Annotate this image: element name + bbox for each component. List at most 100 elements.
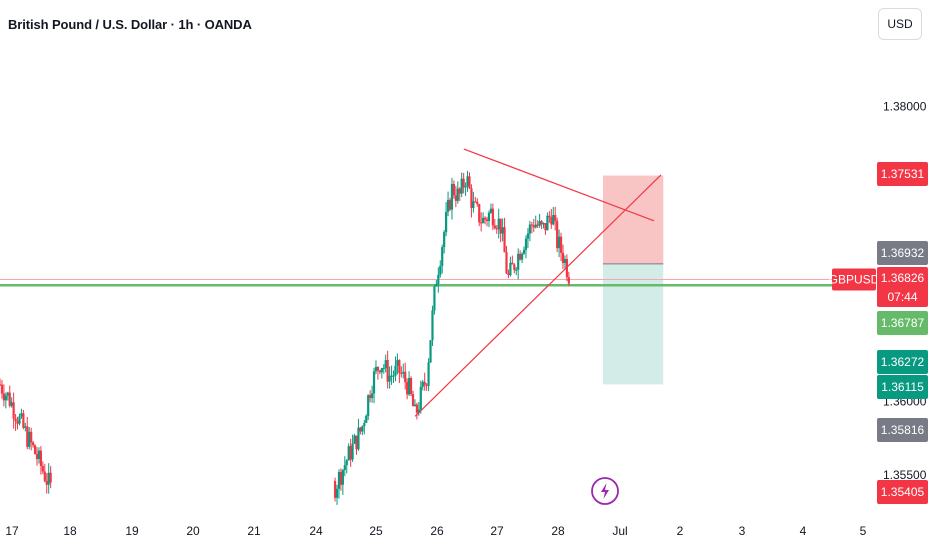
candle bbox=[485, 216, 489, 227]
price-tag bbox=[877, 350, 928, 374]
candle bbox=[423, 372, 426, 391]
candle bbox=[483, 216, 487, 225]
candle bbox=[532, 219, 535, 232]
candle bbox=[513, 263, 516, 274]
candle bbox=[396, 353, 399, 375]
candle bbox=[431, 305, 434, 346]
candle bbox=[32, 441, 35, 448]
candle bbox=[433, 285, 436, 315]
candle bbox=[333, 477, 337, 502]
candle bbox=[400, 366, 403, 378]
candle bbox=[337, 469, 341, 499]
candle bbox=[380, 367, 383, 379]
candle bbox=[18, 413, 21, 426]
x-tick-label: 18 bbox=[63, 524, 77, 538]
candle bbox=[552, 207, 555, 226]
candle bbox=[445, 202, 448, 237]
candle bbox=[388, 366, 391, 389]
candle bbox=[417, 401, 420, 416]
candle bbox=[540, 220, 543, 230]
candle bbox=[343, 456, 346, 477]
candle bbox=[476, 198, 479, 207]
candle bbox=[386, 350, 389, 389]
symbol-label: GBPUSD bbox=[829, 273, 880, 287]
take-profit-zone[interactable] bbox=[602, 263, 664, 385]
candle bbox=[382, 364, 385, 374]
candle bbox=[501, 218, 504, 242]
candle bbox=[454, 185, 457, 208]
candle bbox=[503, 217, 506, 253]
candle bbox=[419, 380, 422, 414]
candle bbox=[10, 397, 13, 408]
candle bbox=[499, 218, 502, 243]
candle bbox=[347, 443, 350, 461]
price-tag-label: 1.36272 bbox=[881, 355, 925, 369]
candle bbox=[0, 378, 2, 386]
lightning-icon[interactable] bbox=[591, 477, 619, 505]
candle bbox=[534, 215, 537, 229]
candle bbox=[443, 229, 446, 254]
symbol-tag bbox=[832, 268, 876, 291]
candle bbox=[367, 394, 370, 421]
candle bbox=[441, 244, 444, 274]
price-tag bbox=[877, 162, 928, 186]
countdown-label: 07:44 bbox=[887, 290, 917, 304]
trendline-1[interactable] bbox=[414, 174, 662, 417]
trendline-0[interactable] bbox=[463, 148, 655, 222]
candle bbox=[435, 279, 438, 287]
candle bbox=[359, 427, 362, 435]
x-tick-label: Jul bbox=[612, 524, 627, 538]
candle bbox=[376, 366, 380, 380]
candle bbox=[411, 390, 415, 407]
candle bbox=[339, 468, 343, 491]
stop-loss-zone[interactable] bbox=[602, 175, 664, 264]
candle bbox=[491, 203, 494, 231]
candle bbox=[341, 469, 344, 495]
candle bbox=[49, 466, 52, 489]
candle bbox=[4, 392, 7, 409]
x-tick-label: 28 bbox=[551, 524, 565, 538]
currency-button[interactable]: USD bbox=[878, 8, 922, 40]
candle bbox=[517, 248, 520, 280]
candle bbox=[349, 438, 352, 467]
candle bbox=[390, 365, 393, 385]
candle bbox=[363, 419, 366, 435]
candle bbox=[398, 359, 401, 384]
candle bbox=[554, 206, 557, 231]
candle bbox=[37, 447, 41, 464]
candle bbox=[16, 416, 19, 430]
chart-title: British Pound / U.S. Dollar · 1h · OANDA bbox=[8, 17, 252, 32]
candle bbox=[558, 229, 561, 258]
candle bbox=[456, 181, 459, 204]
candle bbox=[45, 473, 48, 494]
price-tag bbox=[877, 241, 928, 265]
candle bbox=[464, 182, 467, 197]
candle bbox=[489, 203, 493, 214]
candle bbox=[546, 212, 549, 231]
candle bbox=[43, 463, 46, 483]
candle bbox=[519, 250, 522, 261]
candle bbox=[530, 221, 533, 234]
candle bbox=[2, 384, 5, 407]
candle bbox=[425, 383, 428, 391]
candle bbox=[482, 212, 485, 224]
candle bbox=[345, 459, 348, 474]
candle bbox=[429, 339, 432, 363]
candle bbox=[556, 217, 559, 253]
candle bbox=[20, 408, 23, 419]
candle bbox=[458, 187, 461, 201]
candle bbox=[365, 414, 368, 423]
candle bbox=[448, 197, 452, 212]
x-tick-label: 2 bbox=[677, 524, 684, 538]
candle bbox=[559, 232, 563, 261]
candle bbox=[511, 255, 514, 265]
x-tick-label: 3 bbox=[739, 524, 746, 538]
candle bbox=[522, 246, 526, 255]
price-tag bbox=[877, 267, 928, 307]
candle bbox=[404, 362, 407, 390]
price-tag-label: 1.35816 bbox=[881, 423, 925, 437]
candle bbox=[409, 376, 413, 397]
candle bbox=[335, 484, 339, 505]
candle bbox=[524, 235, 528, 259]
